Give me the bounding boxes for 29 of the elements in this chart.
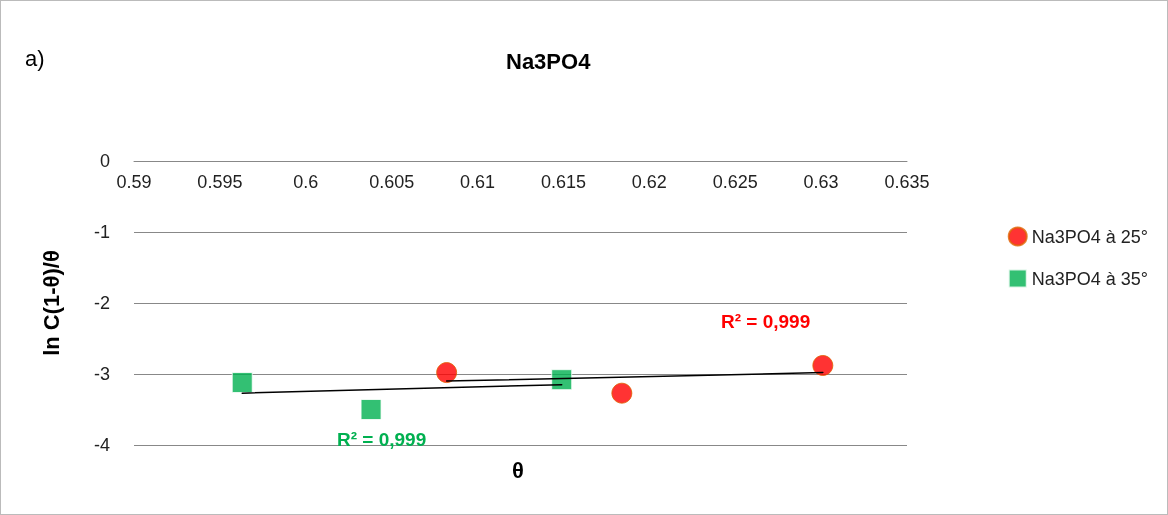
x-tick-label: 0.59 — [116, 172, 152, 192]
x-tick-label: 0.605 — [369, 172, 415, 192]
legend-label: Na3PO4 à 35° — [1031, 268, 1149, 289]
y-tick-label: -2 — [93, 293, 110, 313]
text: a) — [25, 45, 45, 71]
y-tick-label: -4 — [93, 435, 110, 455]
x-tick-label: 0.6 — [293, 172, 319, 192]
annotation: R² = 0,999 — [721, 311, 811, 332]
point — [812, 354, 834, 376]
x-tick-label: 0.61 — [460, 172, 496, 192]
x-tick-label: 0.62 — [631, 172, 667, 192]
x-tick-label: 0.595 — [197, 172, 243, 192]
point — [551, 369, 573, 391]
x-axis-title: θ — [512, 457, 524, 483]
point — [231, 372, 253, 394]
point — [436, 362, 458, 384]
annotation: R² = 0,999 — [337, 429, 427, 450]
point — [611, 382, 633, 404]
y-axis-title: ln C(1-θ)/θ — [38, 250, 64, 356]
x-tick-label: 0.635 — [884, 172, 930, 192]
y-tick-label: -3 — [93, 364, 110, 384]
y-tick-label: 0 — [99, 151, 110, 171]
x-tick-label: 0.615 — [540, 172, 586, 192]
point — [360, 399, 382, 420]
legend-label: Na3PO4 à 25° — [1031, 226, 1149, 247]
y-tick-label: -1 — [93, 222, 110, 242]
chart-title: Na3PO4 — [506, 48, 592, 74]
x-tick-label: 0.625 — [712, 172, 758, 192]
x-tick-label: 0.63 — [803, 172, 839, 192]
